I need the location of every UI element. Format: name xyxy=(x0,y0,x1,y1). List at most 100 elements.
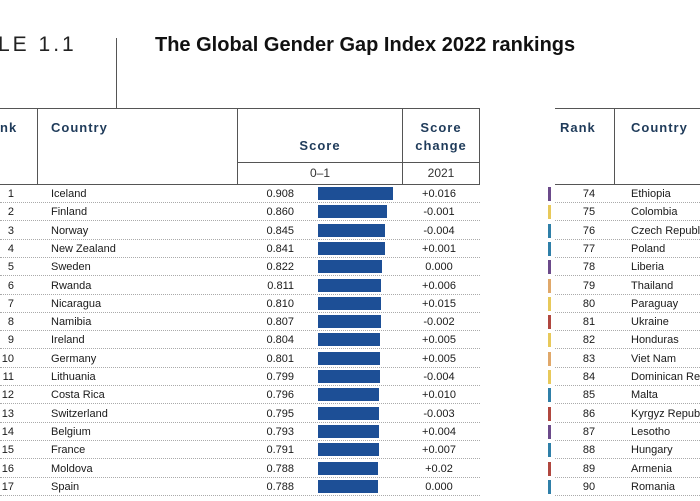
table-row: 76 Czech Republic xyxy=(0,222,700,240)
table-row: 85 Malta xyxy=(0,386,700,405)
change-cell: +0.005 xyxy=(422,334,456,347)
row-separator xyxy=(0,403,480,405)
change-cell: -0.004 xyxy=(423,371,455,383)
rank-cell: 16 xyxy=(1,462,14,475)
rank-cell: 83 xyxy=(582,352,596,365)
row-separator xyxy=(555,256,700,258)
rank-cell: 9 xyxy=(7,334,14,347)
region-color-marker xyxy=(548,370,551,384)
rank-cell: 79 xyxy=(582,279,596,292)
score-bar xyxy=(318,388,379,402)
country-cell: Moldova xyxy=(51,462,93,475)
row-separator xyxy=(0,476,480,478)
row-separator xyxy=(555,238,700,240)
country-cell: Belgium xyxy=(51,425,91,438)
country-cell: New Zealand xyxy=(51,242,116,255)
score-cell: 0.860 xyxy=(266,206,294,219)
table-row: 74 Ethiopia xyxy=(0,185,700,203)
rank-cell: 5 xyxy=(7,261,14,274)
table-row: 13 Switzerland 0.795 -0.003 xyxy=(0,405,700,423)
row-separator xyxy=(555,385,700,386)
row-separator xyxy=(0,494,480,496)
row-separator xyxy=(0,421,480,423)
row-separator xyxy=(0,256,480,258)
table-row: 16 Moldova 0.788 +0.02 xyxy=(0,460,700,478)
rank-cell: 86 xyxy=(582,407,596,420)
change-cell: +0.015 xyxy=(422,297,456,310)
region-color-marker xyxy=(548,351,551,366)
country-cell: Nicaragua xyxy=(51,297,102,310)
rank-cell: 10 xyxy=(1,352,14,365)
row-separator xyxy=(555,403,700,405)
score-cell: 0.908 xyxy=(266,188,294,200)
change-cell: +0.006 xyxy=(422,279,456,292)
row-separator xyxy=(555,458,700,460)
score-bar xyxy=(318,296,381,310)
header-top-rule xyxy=(0,108,480,109)
row-separator xyxy=(0,439,480,441)
change-cell: -0.001 xyxy=(423,206,455,219)
right-header-rank: Rank xyxy=(560,120,596,135)
table-row: 83 Viet Nam xyxy=(0,350,700,368)
title-divider xyxy=(116,38,117,108)
table-row: 84 Dominican Republic xyxy=(0,368,700,386)
row-separator xyxy=(555,476,700,478)
score-cell: 0.799 xyxy=(266,371,294,383)
table-row: 4 New Zealand 0.841 +0.001 xyxy=(0,240,700,258)
table-row: 89 Armenia xyxy=(0,460,700,478)
rank-cell: 82 xyxy=(582,334,596,347)
row-separator xyxy=(555,220,700,222)
country-cell: Spain xyxy=(51,480,80,493)
country-cell: Colombia xyxy=(631,206,678,219)
header-divider-4 xyxy=(479,108,480,184)
table-row: 79 Thailand xyxy=(0,277,700,295)
table-row: 9 Ireland 0.804 +0.005 xyxy=(0,331,700,350)
country-cell: Ireland xyxy=(51,334,85,347)
rank-cell: 12 xyxy=(1,389,14,402)
score-cell: 0.788 xyxy=(266,462,294,475)
rank-cell: 3 xyxy=(7,224,14,237)
row-separator xyxy=(555,330,700,332)
table-row: 8 Namibia 0.807 -0.002 xyxy=(0,313,700,332)
change-cell: -0.003 xyxy=(423,407,455,420)
rank-cell: 88 xyxy=(582,444,596,457)
rank-cell: 78 xyxy=(582,261,596,274)
country-cell: Norway xyxy=(51,224,89,237)
row-separator xyxy=(555,348,700,350)
score-cell: 0.841 xyxy=(266,242,294,255)
change-cell: -0.004 xyxy=(423,224,455,237)
row-separator xyxy=(0,220,480,222)
country-cell: Malta xyxy=(631,389,658,402)
table-row: 12 Costa Rica 0.796 +0.010 xyxy=(0,386,700,405)
region-color-marker xyxy=(548,388,551,403)
score-cell: 0.795 xyxy=(266,407,294,420)
country-cell: Hungary xyxy=(631,444,673,457)
country-cell: Switzerland xyxy=(51,407,108,420)
score-bar xyxy=(318,406,379,420)
row-separator xyxy=(555,311,700,313)
rank-cell: 6 xyxy=(7,279,14,292)
region-color-marker xyxy=(548,223,551,238)
region-color-marker xyxy=(548,479,551,494)
country-cell: Liberia xyxy=(631,261,665,274)
table-row: 77 Poland xyxy=(0,240,700,258)
region-color-marker xyxy=(548,260,551,275)
header-divider-1 xyxy=(37,108,38,184)
score-bar xyxy=(318,351,380,365)
change-cell: 0.000 xyxy=(425,261,453,274)
country-cell: Rwanda xyxy=(51,279,92,292)
country-cell: Poland xyxy=(631,242,666,255)
change-cell: +0.010 xyxy=(422,389,456,402)
header-rank: nk xyxy=(0,120,18,135)
rank-cell: 77 xyxy=(582,242,596,255)
table-row: 90 Romania xyxy=(0,478,700,496)
score-bar xyxy=(318,333,380,347)
score-cell: 0.845 xyxy=(266,224,294,237)
score-cell: 0.804 xyxy=(266,334,294,347)
region-color-marker xyxy=(548,241,551,256)
score-bar xyxy=(318,187,393,200)
rank-cell: 80 xyxy=(582,297,596,310)
rank-cell: 4 xyxy=(7,242,14,255)
country-cell: Lesotho xyxy=(631,425,671,438)
right-header-bottom-rule xyxy=(555,184,700,185)
